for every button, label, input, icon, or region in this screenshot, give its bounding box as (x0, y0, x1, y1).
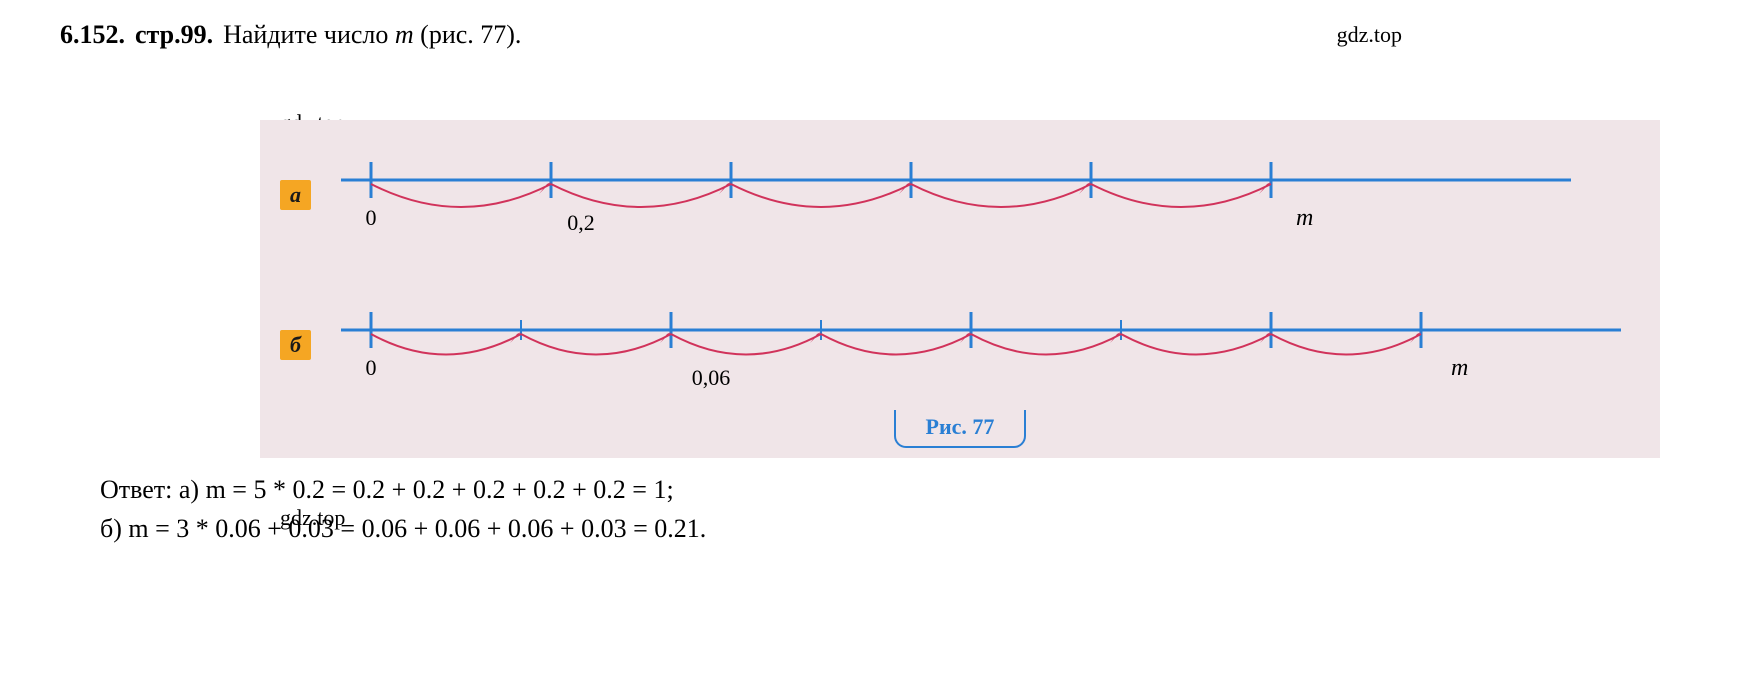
page-ref: стр.99. (135, 20, 213, 50)
watermark: gdz.top (1337, 22, 1402, 48)
numberline-b-row: б 0 0,06 m (260, 300, 1660, 390)
part-label-a: а (280, 180, 311, 210)
watermark: gdz.top (280, 505, 345, 531)
part-label-b: б (280, 330, 311, 360)
task-var: m (395, 20, 414, 49)
numberline-a-row: а 0 0,2 m (260, 150, 1660, 240)
figure-caption-wrap: Рис. 77 (260, 410, 1660, 448)
svg-text:m: m (1451, 355, 1468, 381)
problem-header: 6.152. стр.99. Найдите число m (рис. 77)… (60, 20, 1682, 50)
problem-number: 6.152. (60, 20, 125, 50)
task-pre: Найдите число (223, 20, 395, 49)
numberline-b: 0 0,06 m (331, 300, 1631, 390)
svg-text:0: 0 (365, 355, 376, 380)
numberline-a: 0 0,2 m (331, 150, 1581, 240)
svg-text:m: m (1296, 205, 1313, 231)
task-post: (рис. 77). (414, 20, 522, 49)
answer-line-1: Ответ: а) m = 5 * 0.2 = 0.2 + 0.2 + 0.2 … (100, 470, 1682, 509)
figure-77: а 0 0,2 m б 0 0,06 m Рис. 77 (260, 120, 1660, 458)
svg-text:0,06: 0,06 (692, 365, 731, 390)
svg-text:0: 0 (366, 205, 377, 230)
svg-text:0,2: 0,2 (567, 210, 595, 235)
figure-caption: Рис. 77 (894, 410, 1027, 448)
problem-text: Найдите число m (рис. 77). (223, 20, 521, 50)
